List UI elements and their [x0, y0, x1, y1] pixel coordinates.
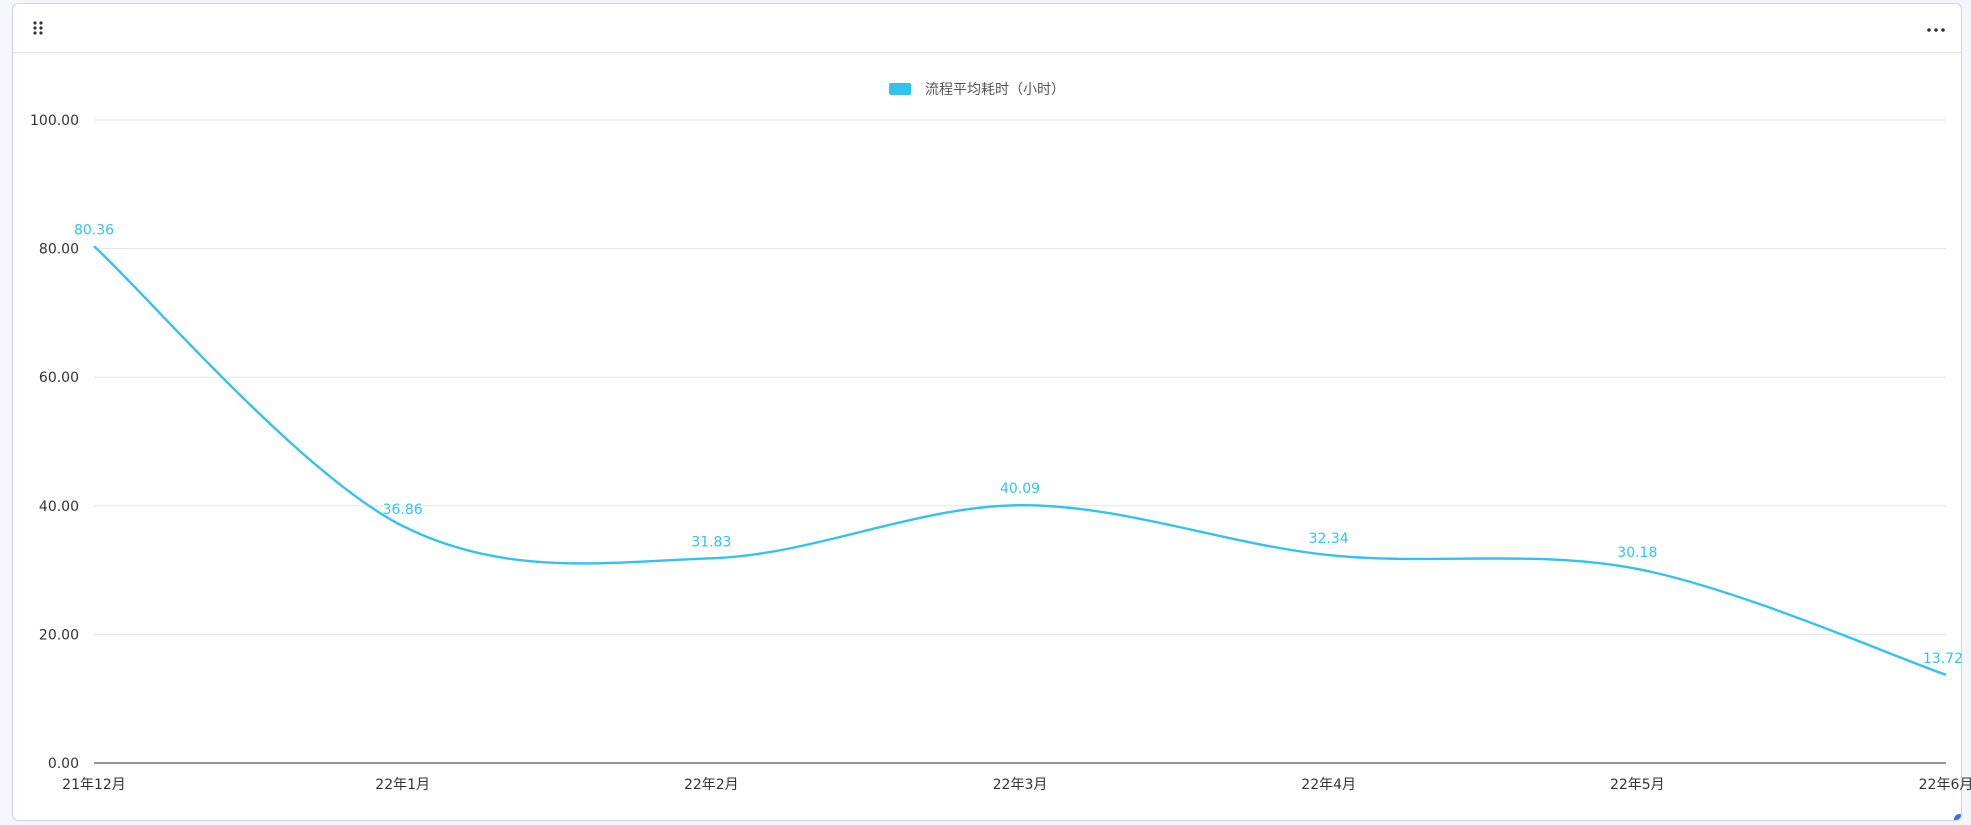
data-label: 40.09	[1000, 481, 1040, 497]
data-point[interactable]	[1016, 501, 1024, 509]
card-header	[13, 4, 1961, 53]
series-line[interactable]	[93, 245, 1947, 676]
legend[interactable]: 流程平均耗时（小时）	[889, 82, 1065, 98]
x-tick-label: 22年2月	[684, 777, 739, 793]
data-point[interactable]	[1325, 551, 1333, 559]
resize-handle[interactable]	[1954, 814, 1961, 820]
x-tick-label: 22年4月	[1301, 777, 1356, 793]
data-point[interactable]	[90, 242, 98, 250]
y-tick-label: 20.00	[39, 627, 79, 643]
data-labels: 80.36 36.86 31.83 40.09 32.34 30.18 13.72	[74, 222, 1963, 666]
x-tick-label: 22年3月	[993, 777, 1048, 793]
x-tick-label: 22年6月	[1919, 777, 1971, 793]
data-point[interactable]	[399, 522, 407, 530]
data-label: 36.86	[383, 502, 423, 518]
x-tick-label: 21年12月	[62, 777, 126, 793]
x-tick-label: 22年1月	[375, 777, 430, 793]
data-point[interactable]	[707, 554, 715, 562]
data-label: 30.18	[1617, 545, 1657, 561]
series-layer	[90, 242, 1950, 679]
data-label: 13.72	[1923, 651, 1963, 667]
y-tick-label: 0.00	[48, 756, 79, 772]
y-tick-label: 80.00	[39, 242, 79, 258]
data-label: 32.34	[1309, 531, 1349, 547]
y-tick-label: 40.00	[39, 499, 79, 515]
legend-label: 流程平均耗时（小时）	[925, 82, 1065, 98]
more-horizontal-icon[interactable]	[1923, 16, 1949, 40]
drag-handle-icon[interactable]	[30, 17, 46, 39]
data-point[interactable]	[1633, 565, 1641, 573]
grid-lines	[94, 119, 1946, 635]
axes: 0.00 20.00 40.00 60.00 80.00 100.00 21年12月 22年1…	[30, 113, 1971, 793]
data-label: 80.36	[74, 222, 114, 238]
x-tick-label: 22年5月	[1610, 777, 1665, 793]
y-tick-label: 100.00	[30, 113, 79, 129]
chart-card	[12, 3, 1962, 821]
data-label: 31.83	[691, 534, 731, 550]
legend-swatch	[889, 83, 911, 95]
data-point[interactable]	[1942, 671, 1950, 679]
y-tick-label: 60.00	[39, 370, 79, 386]
